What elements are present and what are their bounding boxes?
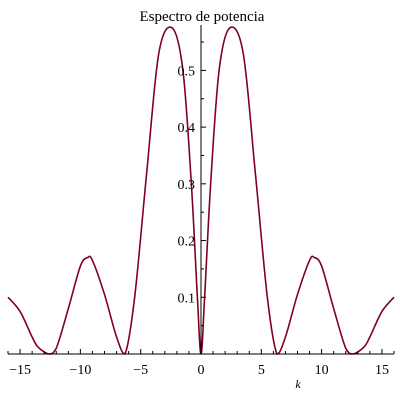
y-ticks: 0.1 0.2 0.3 0.4 0.5 [178, 41, 206, 327]
x-axis-label: k [295, 377, 301, 391]
axes-layer [8, 25, 394, 355]
y-tick-label: 0.5 [178, 64, 196, 79]
chart-title: Espectro de potencia [140, 9, 265, 25]
x-tick-label: 0 [198, 363, 205, 378]
x-tick-label: 5 [258, 363, 265, 378]
x-tick-label: −15 [9, 363, 31, 378]
y-tick-label: 0.4 [178, 121, 196, 136]
x-ticks: −15 −10 −5 0 5 10 15 [7, 349, 395, 378]
x-tick-label: −10 [69, 363, 91, 378]
y-tick-label: 0.1 [178, 291, 196, 306]
x-tick-label: 10 [315, 363, 329, 378]
y-tick-label: 0.2 [178, 235, 196, 250]
x-tick-label: −5 [133, 363, 148, 378]
x-tick-label: 15 [375, 363, 389, 378]
y-tick-label: 0.3 [178, 178, 196, 193]
